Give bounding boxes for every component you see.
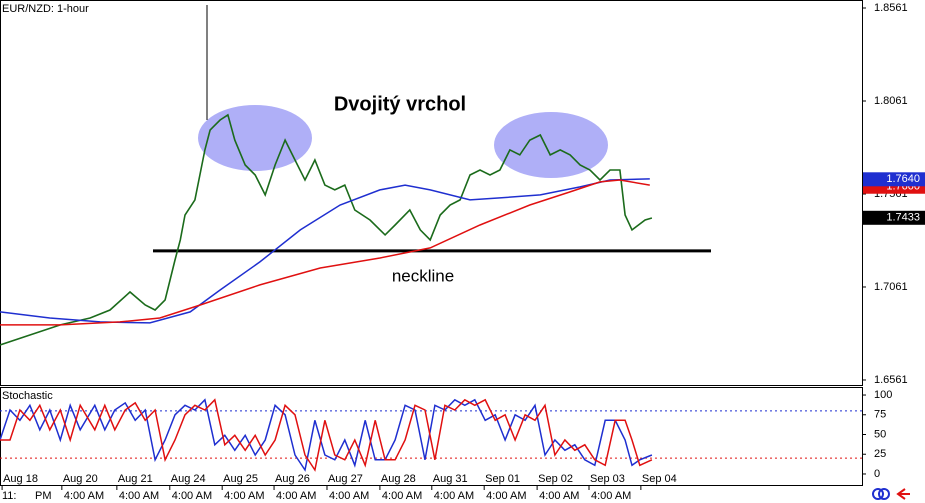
time-label: 4:00 AM (486, 490, 526, 502)
series-line (0, 113, 653, 346)
price-tag (863, 172, 925, 187)
x-tick-label: Sep 04 (642, 473, 677, 485)
series-line (0, 398, 653, 472)
x-tick-label: Aug 26 (275, 473, 310, 485)
y-tick-label: 1.8561 (874, 2, 908, 14)
x-tick-label: Aug 24 (171, 473, 206, 485)
time-label: 4:00 AM (591, 490, 631, 502)
toolbar-icons[interactable] (872, 488, 910, 500)
y-tick-label: 1.6561 (874, 374, 908, 386)
x-tick-label: Aug 28 (381, 473, 416, 485)
y-tick-label: 25 (874, 448, 886, 460)
x-tick-label: Aug 27 (328, 473, 363, 485)
icon[interactable] (896, 488, 910, 500)
y-tick-label: 1.7061 (874, 281, 908, 293)
x-tick-label: Sep 02 (538, 473, 573, 485)
x-tick-label: Aug 18 (3, 473, 38, 485)
price-tag-label: 1.7640 (886, 173, 920, 185)
time-label: 4:00 AM (119, 490, 159, 502)
time-label: 4:00 AM (172, 490, 212, 502)
top-highlight (198, 105, 312, 171)
time-label: 4:00 AM (224, 490, 264, 502)
y-tick-label: 75 (874, 409, 886, 421)
time-label: 4:00 AM (329, 490, 369, 502)
x-tick-label: Aug 25 (223, 473, 258, 485)
time-label: 4:00 AM (539, 490, 579, 502)
annotation: neckline (392, 266, 454, 285)
time-label: 4:00 AM (434, 490, 474, 502)
series-line (0, 178, 650, 324)
icon[interactable] (878, 488, 890, 500)
price-panel (0, 0, 863, 386)
time-label: 11: (2, 490, 16, 502)
price-tag-label: 1.7433 (886, 212, 920, 224)
y-tick-label: 1.8061 (874, 95, 908, 107)
time-label: 4:00 AM (64, 490, 104, 502)
x-tick-label: Sep 03 (590, 473, 625, 485)
time-label: 4:00 AM (382, 490, 422, 502)
time-label: 4:00 AM (276, 490, 316, 502)
series-line (0, 398, 653, 472)
x-tick-label: Aug 31 (433, 473, 468, 485)
icon[interactable] (872, 488, 884, 500)
series-line (0, 179, 650, 326)
price-tag (863, 210, 925, 225)
panel-title: Stochastic (2, 390, 53, 402)
annotation: Dvojitý vrchol (334, 93, 466, 115)
y-tick-label: 100 (874, 389, 892, 401)
y-tick-label: 0 (874, 468, 880, 480)
chart-title: EUR/NZD: 1-hour (2, 3, 89, 15)
x-tick-label: Aug 20 (63, 473, 98, 485)
x-tick-label: Aug 21 (118, 473, 153, 485)
top-highlight (494, 112, 608, 178)
x-tick-label: Sep 01 (485, 473, 520, 485)
time-label: PM (35, 490, 52, 502)
y-tick-label: 50 (874, 428, 886, 440)
